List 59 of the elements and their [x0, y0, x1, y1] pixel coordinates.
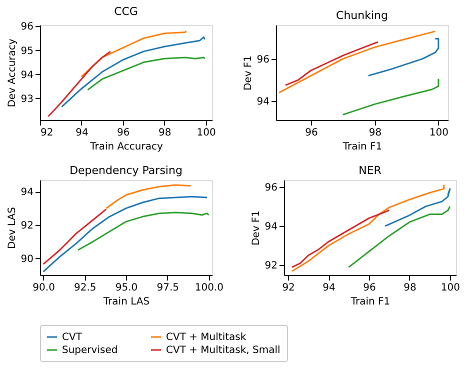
- y-axis-title: Dev Accuracy: [6, 38, 18, 108]
- y-tick-label: 92: [264, 260, 278, 272]
- legend-label: CVT + Multitask: [166, 332, 246, 343]
- line-series: [77, 212, 210, 251]
- x-axis-title: Train F1: [342, 142, 382, 152]
- y-tick-label: 94: [264, 222, 278, 233]
- y-axis-title: Dev LAS: [6, 207, 18, 249]
- line-series: [42, 208, 107, 265]
- chart-title: NER: [358, 164, 382, 177]
- y-tick-label: 96: [264, 182, 278, 194]
- x-tick-label: 96: [305, 128, 318, 138]
- x-tick-label: 92.5: [74, 282, 96, 294]
- line-series: [61, 36, 206, 108]
- x-tick-label: 97.5: [156, 282, 179, 294]
- x-tick-label: 100: [196, 128, 216, 138]
- x-tick-label: 96: [117, 128, 130, 138]
- x-tick-label: 100: [429, 128, 448, 138]
- line-series: [384, 188, 451, 227]
- x-tick-label: 92: [282, 282, 295, 294]
- x-tick-label: 100.0: [194, 282, 224, 294]
- chart-title: Chunking: [336, 9, 388, 22]
- x-axis-title: Train Accuracy: [89, 142, 163, 152]
- line-series: [368, 38, 440, 76]
- legend-label: CVT: [62, 332, 83, 343]
- legend-label: Supervised: [62, 345, 118, 356]
- y-axis-title: Dev F1: [242, 55, 254, 91]
- y-tick-label: 94: [20, 187, 34, 198]
- y-tick-label: 92: [20, 220, 34, 232]
- line-series: [284, 41, 379, 86]
- x-tick-label: 95.0: [115, 282, 138, 294]
- x-tick-label: 90.0: [32, 282, 55, 294]
- x-axis-title: Train LAS: [102, 296, 150, 308]
- y-tick-label: 95: [20, 46, 34, 57]
- x-tick-label: 92: [40, 128, 54, 138]
- line-series: [348, 206, 451, 268]
- line-series: [105, 184, 192, 210]
- chart-title: Dependency Parsing: [70, 164, 182, 177]
- line-series: [42, 196, 208, 272]
- y-tick-label: 90: [20, 254, 34, 265]
- x-tick-label: 98: [158, 128, 172, 138]
- legend-label: CVT + Multitask, Small: [166, 345, 280, 356]
- line-series: [48, 50, 112, 118]
- x-tick-label: 98: [404, 282, 416, 294]
- y-tick-label: 93: [20, 94, 34, 105]
- line-series: [291, 184, 445, 272]
- line-series: [86, 56, 206, 91]
- x-tick-label: 100: [440, 282, 460, 294]
- x-axis-title: Train F1: [350, 296, 390, 308]
- chart-title: CCG: [114, 5, 138, 18]
- line-series: [291, 210, 390, 268]
- x-tick-label: 94: [76, 128, 88, 138]
- line-series: [278, 30, 436, 94]
- x-tick-label: 96: [363, 282, 376, 294]
- x-tick-label: 94: [322, 282, 336, 294]
- y-tick-label: 96: [20, 22, 34, 33]
- y-axis-title: Dev F1: [250, 210, 262, 246]
- line-series: [342, 78, 440, 116]
- y-tick-label: 94: [20, 70, 34, 81]
- x-tick-label: 98: [368, 128, 382, 138]
